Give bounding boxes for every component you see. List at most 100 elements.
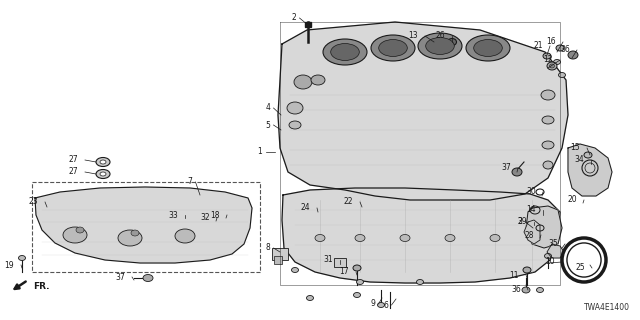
Text: 36: 36 xyxy=(511,285,521,294)
Ellipse shape xyxy=(545,253,552,259)
Ellipse shape xyxy=(584,152,592,158)
Ellipse shape xyxy=(541,90,555,100)
Ellipse shape xyxy=(175,229,195,243)
Ellipse shape xyxy=(542,116,554,124)
Polygon shape xyxy=(282,188,560,283)
Text: 12: 12 xyxy=(543,55,553,65)
Ellipse shape xyxy=(445,235,455,242)
Text: 22: 22 xyxy=(344,197,353,206)
Text: 32: 32 xyxy=(200,213,210,222)
Text: 26: 26 xyxy=(435,31,445,41)
Text: 31: 31 xyxy=(323,255,333,265)
Text: 3: 3 xyxy=(517,218,522,227)
Ellipse shape xyxy=(131,230,139,236)
Ellipse shape xyxy=(353,292,360,298)
Ellipse shape xyxy=(474,40,502,56)
Ellipse shape xyxy=(490,235,500,242)
Text: 9: 9 xyxy=(370,300,375,308)
Polygon shape xyxy=(35,187,252,263)
Text: 1: 1 xyxy=(257,148,262,156)
Bar xyxy=(274,256,282,264)
Text: 29: 29 xyxy=(517,218,527,227)
Polygon shape xyxy=(526,206,562,248)
Ellipse shape xyxy=(527,235,537,242)
Ellipse shape xyxy=(331,44,359,60)
Text: 13: 13 xyxy=(408,31,418,41)
Text: 11: 11 xyxy=(509,270,519,279)
Polygon shape xyxy=(278,22,568,200)
Ellipse shape xyxy=(400,235,410,242)
Ellipse shape xyxy=(311,75,325,85)
Ellipse shape xyxy=(294,75,312,89)
Text: 5: 5 xyxy=(265,121,270,130)
Text: 25: 25 xyxy=(575,263,585,273)
Ellipse shape xyxy=(96,170,110,179)
Ellipse shape xyxy=(547,62,557,70)
Ellipse shape xyxy=(512,168,522,176)
Ellipse shape xyxy=(355,235,365,242)
Text: 10: 10 xyxy=(545,258,555,267)
Ellipse shape xyxy=(568,51,578,59)
Ellipse shape xyxy=(118,230,142,246)
Text: 34: 34 xyxy=(574,156,584,164)
Ellipse shape xyxy=(76,227,84,233)
Ellipse shape xyxy=(100,172,106,176)
Ellipse shape xyxy=(289,121,301,129)
Ellipse shape xyxy=(63,227,87,243)
Ellipse shape xyxy=(371,35,415,61)
Text: 21: 21 xyxy=(534,42,543,51)
Ellipse shape xyxy=(523,267,531,273)
Ellipse shape xyxy=(543,53,551,59)
Ellipse shape xyxy=(323,39,367,65)
Bar xyxy=(272,248,288,260)
Ellipse shape xyxy=(378,302,385,308)
Ellipse shape xyxy=(19,255,26,260)
Bar xyxy=(32,182,260,272)
Bar xyxy=(305,22,311,27)
Text: TWA4E1400: TWA4E1400 xyxy=(584,303,630,312)
Polygon shape xyxy=(524,220,540,244)
Text: 35: 35 xyxy=(548,239,558,249)
Ellipse shape xyxy=(542,141,554,149)
Ellipse shape xyxy=(585,163,595,173)
Ellipse shape xyxy=(559,73,566,77)
Text: 16: 16 xyxy=(547,37,556,46)
Text: FR.: FR. xyxy=(33,282,49,291)
Text: 27: 27 xyxy=(68,156,78,164)
Ellipse shape xyxy=(554,60,561,65)
Ellipse shape xyxy=(418,33,462,59)
Polygon shape xyxy=(568,144,612,196)
Text: 27: 27 xyxy=(68,167,78,177)
Text: 17: 17 xyxy=(339,268,349,276)
Ellipse shape xyxy=(466,35,510,61)
Text: 30: 30 xyxy=(526,188,536,196)
Ellipse shape xyxy=(307,295,314,300)
Ellipse shape xyxy=(287,102,303,114)
Polygon shape xyxy=(547,244,564,258)
Ellipse shape xyxy=(536,287,543,292)
Ellipse shape xyxy=(291,268,298,273)
Text: 24: 24 xyxy=(300,204,310,212)
Text: 2: 2 xyxy=(291,13,296,22)
Ellipse shape xyxy=(96,157,110,166)
Text: 15: 15 xyxy=(570,143,580,153)
Text: 6: 6 xyxy=(383,300,388,309)
Text: 37: 37 xyxy=(501,164,511,172)
Ellipse shape xyxy=(417,279,424,284)
Ellipse shape xyxy=(447,38,456,45)
Text: 20: 20 xyxy=(568,196,577,204)
Ellipse shape xyxy=(315,235,325,242)
Text: 8: 8 xyxy=(265,244,270,252)
Text: 28: 28 xyxy=(525,230,534,239)
Text: 7: 7 xyxy=(187,178,192,187)
Bar xyxy=(334,258,346,267)
Ellipse shape xyxy=(100,160,106,164)
Text: 23: 23 xyxy=(28,197,38,206)
Text: 33: 33 xyxy=(168,211,178,220)
Text: 19: 19 xyxy=(4,260,14,269)
Ellipse shape xyxy=(143,275,153,282)
Ellipse shape xyxy=(522,287,530,293)
Ellipse shape xyxy=(550,64,554,68)
Text: 18: 18 xyxy=(211,211,220,220)
Text: 36: 36 xyxy=(560,45,570,54)
